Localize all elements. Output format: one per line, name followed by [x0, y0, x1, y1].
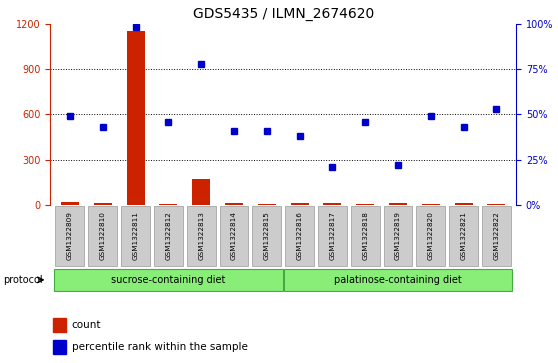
FancyBboxPatch shape — [187, 206, 215, 266]
Text: GSM1322811: GSM1322811 — [133, 212, 138, 260]
Text: sucrose-containing diet: sucrose-containing diet — [111, 275, 225, 285]
Bar — [291, 203, 309, 205]
Text: GSM1322809: GSM1322809 — [67, 212, 73, 260]
Text: GSM1322813: GSM1322813 — [198, 212, 204, 260]
FancyBboxPatch shape — [154, 206, 183, 266]
FancyBboxPatch shape — [55, 206, 84, 266]
Bar — [160, 204, 177, 205]
FancyBboxPatch shape — [416, 206, 445, 266]
FancyBboxPatch shape — [88, 206, 117, 266]
Text: GSM1322820: GSM1322820 — [428, 212, 434, 260]
Bar — [389, 203, 407, 205]
Bar — [54, 339, 66, 354]
FancyBboxPatch shape — [383, 206, 412, 266]
Bar — [324, 203, 341, 205]
Bar — [455, 203, 473, 205]
Bar — [54, 318, 66, 332]
Text: GSM1322821: GSM1322821 — [461, 212, 466, 260]
Bar — [488, 204, 506, 205]
Text: protocol: protocol — [3, 275, 42, 285]
Text: GSM1322815: GSM1322815 — [264, 212, 270, 260]
FancyBboxPatch shape — [285, 206, 314, 266]
Bar — [356, 204, 374, 205]
Text: GSM1322819: GSM1322819 — [395, 212, 401, 260]
Text: GSM1322810: GSM1322810 — [100, 212, 105, 260]
Text: GSM1322817: GSM1322817 — [329, 212, 335, 260]
FancyBboxPatch shape — [54, 269, 282, 291]
FancyBboxPatch shape — [482, 206, 511, 266]
FancyBboxPatch shape — [121, 206, 150, 266]
Bar — [192, 179, 210, 205]
Text: percentile rank within the sample: percentile rank within the sample — [71, 342, 248, 352]
Bar — [225, 203, 243, 205]
Title: GDS5435 / ILMN_2674620: GDS5435 / ILMN_2674620 — [193, 7, 374, 21]
Text: palatinose-containing diet: palatinose-containing diet — [334, 275, 462, 285]
Text: GSM1322816: GSM1322816 — [297, 212, 302, 260]
Bar — [94, 203, 112, 205]
Bar — [127, 31, 145, 205]
Text: GSM1322822: GSM1322822 — [493, 212, 499, 260]
FancyBboxPatch shape — [284, 269, 512, 291]
Bar — [61, 203, 79, 205]
FancyBboxPatch shape — [449, 206, 478, 266]
FancyBboxPatch shape — [252, 206, 281, 266]
FancyBboxPatch shape — [219, 206, 248, 266]
Text: GSM1322818: GSM1322818 — [362, 212, 368, 260]
Bar — [258, 204, 276, 205]
Bar — [422, 204, 440, 205]
FancyBboxPatch shape — [318, 206, 347, 266]
Text: GSM1322812: GSM1322812 — [165, 212, 171, 260]
Text: count: count — [71, 320, 101, 330]
FancyBboxPatch shape — [351, 206, 379, 266]
Text: GSM1322814: GSM1322814 — [231, 212, 237, 260]
